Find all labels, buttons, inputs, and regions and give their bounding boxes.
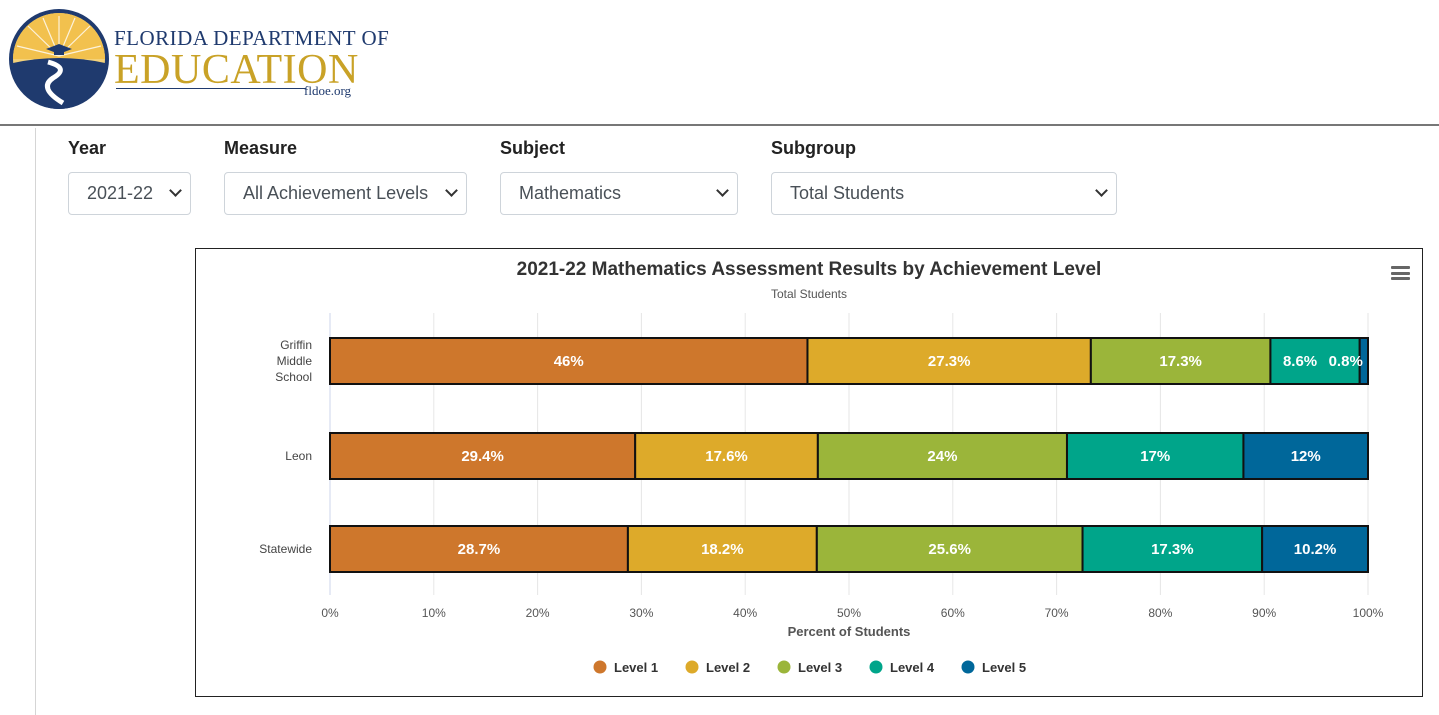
data-label: 29.4% xyxy=(461,448,504,465)
site-header: FLORIDA DEPARTMENT OF EDUCATION fldoe.or… xyxy=(0,0,1439,126)
legend-item-label: Level 2 xyxy=(706,660,750,675)
bar-segment xyxy=(815,525,1084,573)
logo-url: fldoe.org xyxy=(304,83,352,98)
x-tick-label: 90% xyxy=(1252,606,1276,620)
data-label: 12% xyxy=(1291,448,1321,465)
chevron-down-icon xyxy=(1095,184,1108,197)
x-tick-label: 10% xyxy=(422,606,446,620)
logo-title-line1: FLORIDA DEPARTMENT OF xyxy=(114,26,390,50)
bar-segment xyxy=(626,525,818,573)
category-label: Griffin xyxy=(280,338,312,352)
fldoe-seal-icon xyxy=(9,9,109,109)
subject-label: Subject xyxy=(500,138,566,158)
x-tick-label: 80% xyxy=(1148,606,1172,620)
chart-container: 0% 10% 20% 30% 40% 50% 60% 70% 80% 90% 100% Percent… xyxy=(195,248,1423,697)
measure-select-value: All Achievement Levels xyxy=(243,183,429,203)
legend-marker xyxy=(593,660,607,674)
bar-segment xyxy=(1261,525,1370,573)
year-select[interactable]: 2021-22 xyxy=(68,172,191,215)
legend-item-label: Level 5 xyxy=(982,660,1026,675)
x-tick-label: 40% xyxy=(733,606,757,620)
data-label: 8.6% xyxy=(1283,353,1317,370)
legend-item-label: Level 1 xyxy=(614,660,658,675)
year-label: Year xyxy=(68,138,107,158)
legend-marker xyxy=(869,660,883,674)
chevron-down-icon xyxy=(445,184,458,197)
bar-segment xyxy=(1081,525,1264,573)
bar-segment xyxy=(329,432,637,480)
x-tick-label: 60% xyxy=(941,606,965,620)
year-select-value: 2021-22 xyxy=(87,183,154,203)
x-tick-label: 50% xyxy=(837,606,861,620)
x-tick-label: 0% xyxy=(321,606,339,620)
legend-marker xyxy=(685,660,699,674)
data-label: 18.2% xyxy=(701,541,744,558)
x-axis-title: Percent of Students xyxy=(788,624,911,639)
subject-filter: Subject Mathematics xyxy=(500,138,738,215)
data-label: 17.6% xyxy=(705,448,748,465)
subgroup-select-value: Total Students xyxy=(790,183,905,203)
measure-filter: Measure All Achievement Levels xyxy=(224,138,467,215)
legend-marker xyxy=(777,660,791,674)
x-tick-label: 20% xyxy=(526,606,550,620)
bar-segment xyxy=(1358,337,1370,385)
subgroup-select[interactable]: Total Students xyxy=(771,172,1117,215)
x-tick-label: 70% xyxy=(1045,606,1069,620)
x-tick-label: 30% xyxy=(629,606,653,620)
bar-segment xyxy=(1269,337,1361,385)
data-label: 25.6% xyxy=(928,541,971,558)
data-label: 28.7% xyxy=(458,541,501,558)
data-label: 27.3% xyxy=(928,353,971,370)
chart-subtitle: Total Students xyxy=(770,287,848,301)
bar-segment xyxy=(1089,337,1272,385)
data-label: 0.8% xyxy=(1329,353,1363,370)
bar-segment xyxy=(634,432,819,480)
chevron-down-icon xyxy=(169,184,182,197)
bar-segment xyxy=(1065,432,1245,480)
legend-item-label: Level 3 xyxy=(798,660,842,675)
bar-segment xyxy=(329,525,629,573)
data-label: 10.2% xyxy=(1294,541,1337,558)
subject-select[interactable]: Mathematics xyxy=(500,172,738,215)
category-label: School xyxy=(275,370,312,384)
legend-item-label: Level 4 xyxy=(890,660,935,675)
hamburger-menu-icon[interactable] xyxy=(1391,266,1410,280)
data-label: 46% xyxy=(554,353,584,370)
category-label: Statewide xyxy=(259,542,312,556)
subgroup-filter: Subgroup Total Students xyxy=(771,138,1117,215)
legend-marker xyxy=(961,660,975,674)
bar-segment xyxy=(1242,432,1369,480)
data-label: 17% xyxy=(1140,448,1170,465)
data-label: 24% xyxy=(927,448,957,465)
year-filter: Year 2021-22 xyxy=(68,138,191,215)
fldoe-logo[interactable]: FLORIDA DEPARTMENT OF EDUCATION fldoe.or… xyxy=(8,8,389,110)
chevron-down-icon xyxy=(716,184,729,197)
subgroup-label: Subgroup xyxy=(771,138,856,158)
subject-select-value: Mathematics xyxy=(519,183,622,203)
bar-segment xyxy=(806,337,1092,385)
measure-select[interactable]: All Achievement Levels xyxy=(224,172,467,215)
measure-label: Measure xyxy=(224,138,298,158)
left-divider xyxy=(35,128,36,715)
chart-title: 2021-22 Mathematics Assessment Results b… xyxy=(516,259,1102,280)
category-label: Middle xyxy=(277,354,313,368)
data-label: 17.3% xyxy=(1159,353,1202,370)
x-tick-label: 100% xyxy=(1353,606,1384,620)
data-label: 17.3% xyxy=(1151,541,1194,558)
logo-title-line2: EDUCATION xyxy=(114,47,359,93)
category-label: Leon xyxy=(285,449,312,463)
chart-plot: 0% 10% 20% 30% 40% 50% 60% 70% 80% 90% 100% Percent… xyxy=(259,313,1384,675)
logo-rule xyxy=(116,88,306,89)
